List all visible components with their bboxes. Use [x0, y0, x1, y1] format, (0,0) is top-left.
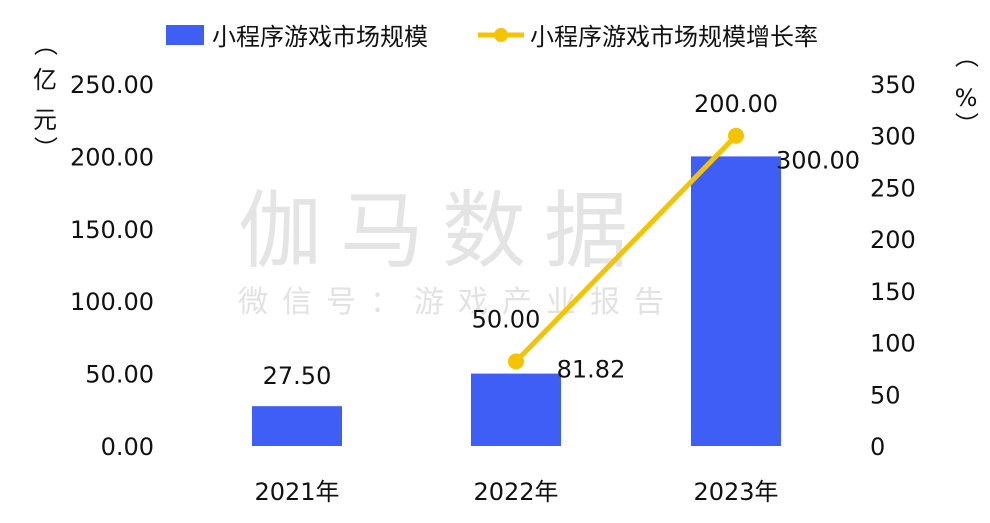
- bar-value-label: 27.50: [263, 362, 332, 390]
- right-tick-label: 350: [870, 71, 916, 99]
- left-tick-label: 200.00: [70, 143, 154, 171]
- right-tick-label: 100: [870, 330, 916, 358]
- data-labels: 27.50 50.00 200.00 81.82 300.00: [263, 90, 860, 390]
- legend-swatch-bar: [166, 25, 204, 45]
- right-axis-unit: （%）: [952, 44, 980, 136]
- left-axis-unit: （ 亿元）: [31, 32, 59, 160]
- growth-value-label: 300.00: [776, 147, 860, 175]
- left-tick-label: 100.00: [70, 288, 154, 316]
- left-tick-label: 0.00: [101, 433, 154, 461]
- legend-swatch-marker: [494, 28, 508, 42]
- right-axis-ticks: 0 50 100 150 200 250 300 350: [870, 71, 916, 461]
- right-tick-label: 250: [870, 174, 916, 202]
- growth-point: [508, 353, 524, 370]
- legend: 小程序游戏市场规模 小程序游戏市场规模增长率: [166, 23, 818, 51]
- watermark-title: 伽马数据: [238, 182, 646, 280]
- right-unit-char: （: [952, 44, 980, 68]
- left-tick-label: 50.00: [85, 361, 154, 389]
- bar-value-label: 200.00: [694, 90, 778, 118]
- watermark-subtitle: 微信号：游戏产业报告: [238, 285, 678, 320]
- x-axis-labels: 2021年 2022年 2023年: [254, 478, 778, 506]
- legend-label-bar: 小程序游戏市场规模: [212, 23, 428, 51]
- right-tick-label: 0: [870, 433, 885, 461]
- left-unit-char: 元: [33, 106, 57, 134]
- left-unit-char: （: [31, 32, 59, 56]
- left-axis-ticks: 0.00 50.00 100.00 150.00 200.00 250.00: [70, 71, 154, 461]
- bar: [691, 156, 781, 446]
- watermark: 伽马数据 微信号：游戏产业报告: [238, 182, 678, 320]
- right-tick-label: 200: [870, 226, 916, 254]
- growth-line: [514, 133, 738, 364]
- bar-series: [252, 156, 781, 446]
- growth-value-label: 81.82: [557, 355, 626, 383]
- x-tick-label: 2022年: [473, 478, 558, 506]
- right-unit-char: ）: [952, 112, 980, 136]
- line-series: [508, 127, 744, 370]
- right-tick-label: 300: [870, 123, 916, 151]
- bar: [471, 373, 561, 446]
- left-unit-char: 亿: [33, 66, 57, 94]
- legend-label-line: 小程序游戏市场规模增长率: [530, 23, 818, 51]
- bar: [252, 406, 342, 446]
- x-tick-label: 2021年: [254, 478, 339, 506]
- x-tick-label: 2023年: [693, 478, 778, 506]
- right-tick-label: 50: [870, 381, 901, 409]
- right-tick-label: 150: [870, 278, 916, 306]
- growth-point: [728, 127, 744, 144]
- left-tick-label: 150.00: [70, 216, 154, 244]
- left-unit-char: ）: [31, 136, 59, 160]
- right-unit-char: %: [955, 84, 978, 112]
- left-tick-label: 250.00: [70, 71, 154, 99]
- bar-value-label: 50.00: [472, 306, 541, 334]
